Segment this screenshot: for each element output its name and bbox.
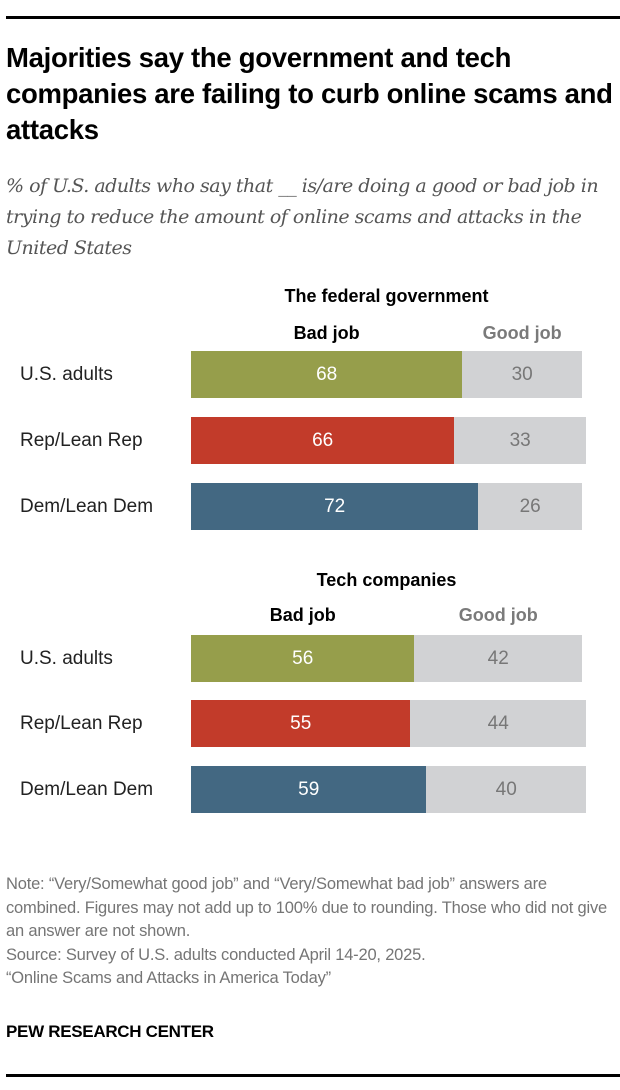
note-text: Note: “Very/Somewhat good job” and “Very… [6, 875, 608, 940]
category-label-us-adults: U.S. adults [20, 648, 113, 669]
bar-good-rep-lean-rep: 44 [410, 700, 586, 747]
bar-good-dem-lean-dem: 26 [478, 483, 582, 530]
bottom-rule [6, 1074, 620, 1077]
bar-good-dem-lean-dem: 40 [426, 766, 586, 813]
bar-bad-dem-lean-dem: 59 [191, 766, 427, 813]
legend-bad-job: Bad job [269, 605, 336, 625]
notes: Note: “Very/Somewhat good job” and “Very… [6, 873, 616, 991]
category-label-rep-lean-rep: Rep/Lean Rep [20, 713, 143, 734]
legend-good-job: Good job [458, 605, 538, 625]
legend-bad-job: Bad job [293, 323, 360, 343]
pew-logo: PEW RESEARCH CENTER [6, 1022, 214, 1041]
top-rule [6, 16, 620, 19]
chart-title: Majorities say the government and tech c… [6, 42, 613, 145]
chart-subtitle: % of U.S. adults who say that __ is/are … [6, 175, 599, 259]
category-label-dem-lean-dem: Dem/Lean Dem [20, 779, 154, 800]
bar-bad-dem-lean-dem: 72 [191, 483, 479, 530]
legend-good-job: Good job [482, 323, 562, 343]
bar-bad-rep-lean-rep: 66 [191, 417, 455, 464]
bar-good-rep-lean-rep: 33 [454, 417, 586, 464]
category-label-dem-lean-dem: Dem/Lean Dem [20, 496, 154, 517]
bar-good-us-adults: 30 [462, 351, 582, 398]
source-text: Source: Survey of U.S. adults conducted … [6, 945, 426, 964]
bar-bad-us-adults: 56 [191, 635, 415, 682]
category-label-us-adults: U.S. adults [20, 364, 113, 385]
category-label-rep-lean-rep: Rep/Lean Rep [20, 430, 143, 451]
panel-title: Tech companies [316, 570, 457, 590]
bar-bad-us-adults: 68 [191, 351, 463, 398]
panel-title: The federal government [284, 286, 489, 306]
bar-bad-rep-lean-rep: 55 [191, 700, 411, 747]
report-title: “Online Scams and Attacks in America Tod… [6, 969, 331, 987]
bar-good-us-adults: 42 [414, 635, 583, 682]
